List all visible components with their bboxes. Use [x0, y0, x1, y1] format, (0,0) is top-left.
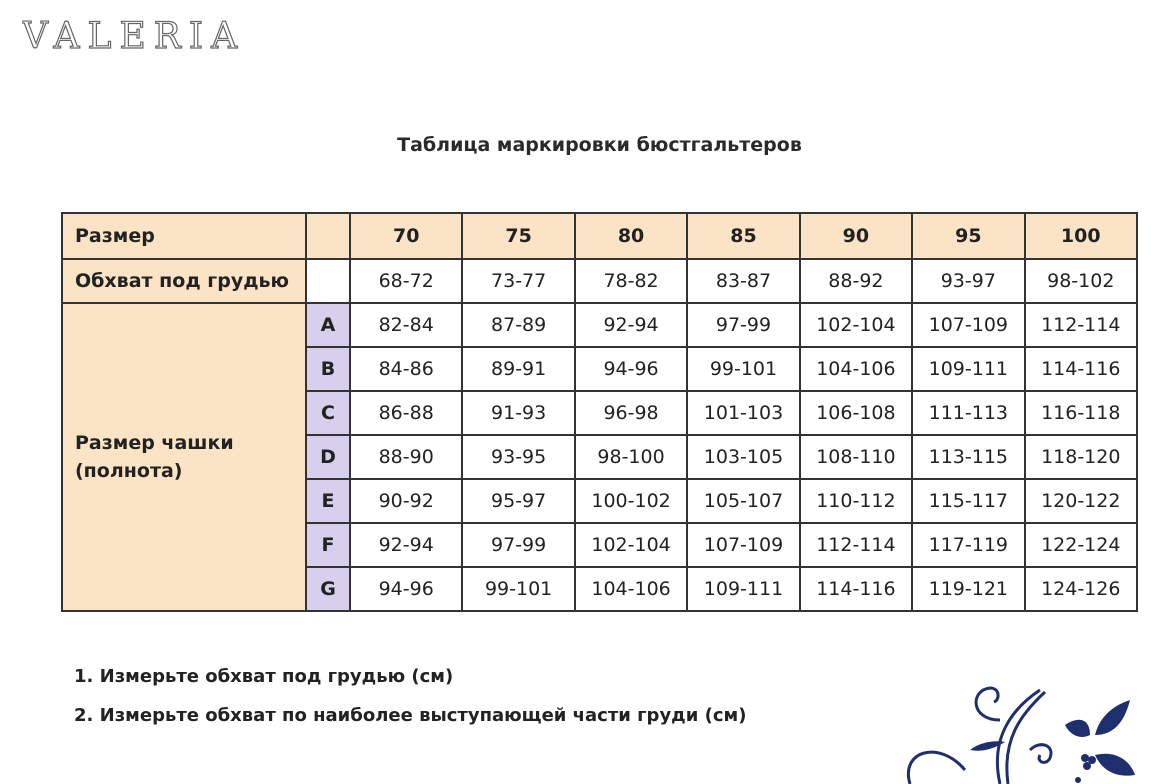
bust-range-cell: 94-96 — [573, 346, 689, 392]
cup-row: G 94-96 99-101 104-106 109-111 114-116 119-121… — [62, 566, 1139, 612]
cup-row: E 90-92 95-97 100-102 105-107 110-112 115-117 1… — [62, 478, 1139, 524]
bust-range-cell: 107-109 — [686, 522, 801, 568]
bust-range-cell: 97-99 — [461, 522, 576, 568]
valeria-logo: VALERIA — [22, 15, 245, 54]
underbust-cell: 98-102 — [1023, 258, 1139, 304]
bust-range-cell: 104-106 — [573, 566, 689, 612]
bust-range-cell: 124-126 — [1023, 566, 1139, 612]
cup-letter: B — [305, 346, 351, 392]
bust-range-cell: 96-98 — [573, 390, 689, 436]
underbust-cell: 93-97 — [911, 258, 1026, 304]
bust-range-cell: 99-101 — [686, 346, 801, 392]
bust-range-cell: 118-120 — [1023, 434, 1139, 480]
bust-range-cell: 115-117 — [911, 478, 1026, 524]
bust-range-cell: 102-104 — [573, 522, 689, 568]
size-header: 80 — [573, 212, 689, 260]
cup-row: D 88-90 93-95 98-100 103-105 108-110 113-115 11… — [62, 434, 1139, 480]
bust-range-cell: 109-111 — [911, 346, 1026, 392]
bust-range-cell: 106-108 — [798, 390, 914, 436]
underbust-cell: 68-72 — [348, 258, 464, 304]
instruction-2: 2. Измерьте обхват по наиболее выступающ… — [74, 705, 747, 726]
cup-row: C 86-88 91-93 96-98 101-103 106-108 111-113 116… — [62, 390, 1139, 436]
cup-letter: A — [305, 302, 351, 348]
bust-range-cell: 90-92 — [348, 478, 464, 524]
bust-range-cell: 114-116 — [798, 566, 914, 612]
page-title: Таблица маркировки бюстгальтеров — [397, 134, 802, 156]
bust-range-cell: 112-114 — [798, 522, 914, 568]
bust-range-cell: 110-112 — [798, 478, 914, 524]
size-header: 100 — [1023, 212, 1139, 260]
bust-range-cell: 100-102 — [573, 478, 689, 524]
bust-range-cell: 87-89 — [461, 302, 576, 348]
bust-range-cell: 99-101 — [461, 566, 576, 612]
bust-range-cell: 95-97 — [461, 478, 576, 524]
cup-letter: F — [305, 522, 351, 568]
size-row: Размер 70 75 80 85 90 95 100 — [61, 212, 1139, 260]
cup-row: Размер чашки (полнота) A 82-84 87-89 92-94 97-… — [61, 302, 1139, 612]
underbust-cell: 83-87 — [686, 258, 801, 304]
underbust-cell: 88-92 — [798, 258, 914, 304]
empty-cell — [305, 212, 351, 260]
bust-range-cell: 84-86 — [348, 346, 464, 392]
cup-row: B 84-86 89-91 94-96 99-101 104-106 109-111 114-… — [62, 346, 1139, 392]
bust-range-cell: 101-103 — [686, 390, 801, 436]
bust-range-cell: 105-107 — [686, 478, 801, 524]
bust-range-cell: 82-84 — [348, 302, 464, 348]
bra-size-table: Размер 70 75 80 85 90 95 100 Обхват под грудью 68… — [61, 212, 1139, 612]
bust-range-cell: 109-111 — [686, 566, 801, 612]
bust-range-cell: 119-121 — [911, 566, 1026, 612]
bust-range-cell: 86-88 — [348, 390, 464, 436]
cup-letter: C — [305, 390, 351, 436]
cup-letter: D — [305, 434, 351, 480]
bust-range-cell: 113-115 — [911, 434, 1026, 480]
bust-range-cell: 122-124 — [1023, 522, 1139, 568]
svg-text:VALERIA: VALERIA — [22, 16, 245, 54]
underbust-label: Обхват под грудью — [61, 258, 307, 304]
bust-range-cell: 89-91 — [461, 346, 576, 392]
cup-label-line-2: (полнота) — [75, 460, 183, 482]
cup-size-label: Размер чашки (полнота) — [61, 302, 307, 612]
cup-letter: G — [305, 566, 351, 612]
underbust-cell: 78-82 — [573, 258, 689, 304]
instruction-1: 1. Измерьте обхват под грудью (см) — [74, 666, 454, 687]
cup-label-line-1: Размер чашки — [75, 432, 234, 454]
bust-range-cell: 94-96 — [348, 566, 464, 612]
underbust-row: Обхват под грудью 68-72 73-77 78-82 83-87 88-… — [61, 258, 1139, 304]
bust-range-cell: 88-90 — [348, 434, 464, 480]
bust-range-cell: 103-105 — [686, 434, 801, 480]
bust-range-cell: 112-114 — [1023, 302, 1139, 348]
bust-range-cell: 108-110 — [798, 434, 914, 480]
size-header: 90 — [798, 212, 914, 260]
bust-range-cell: 102-104 — [798, 302, 914, 348]
bust-range-cell: 116-118 — [1023, 390, 1139, 436]
bust-range-cell: 97-99 — [686, 302, 801, 348]
underbust-cell: 73-77 — [461, 258, 576, 304]
bust-range-cell: 91-93 — [461, 390, 576, 436]
bust-range-cell: 92-94 — [348, 522, 464, 568]
size-header: 95 — [911, 212, 1026, 260]
size-label: Размер — [61, 212, 307, 260]
bust-range-cell: 93-95 — [461, 434, 576, 480]
bust-range-cell: 107-109 — [911, 302, 1026, 348]
bust-range-cell: 104-106 — [798, 346, 914, 392]
size-header: 75 — [461, 212, 576, 260]
bust-range-cell: 98-100 — [573, 434, 689, 480]
cup-letter: E — [305, 478, 351, 524]
bust-range-cell: 114-116 — [1023, 346, 1139, 392]
bust-range-cell: 92-94 — [573, 302, 689, 348]
instructions: 1. Измерьте обхват под грудью (см) 2. Из… — [74, 666, 746, 744]
empty-cell — [305, 258, 351, 304]
size-header: 70 — [348, 212, 464, 260]
bust-range-cell: 111-113 — [911, 390, 1026, 436]
size-header: 85 — [686, 212, 801, 260]
bust-range-cell: 120-122 — [1023, 478, 1139, 524]
cup-row: F 92-94 97-99 102-104 107-109 112-114 117-119 1… — [62, 522, 1139, 568]
floral-ornament-icon — [906, 686, 1135, 784]
bust-range-cell: 117-119 — [911, 522, 1026, 568]
